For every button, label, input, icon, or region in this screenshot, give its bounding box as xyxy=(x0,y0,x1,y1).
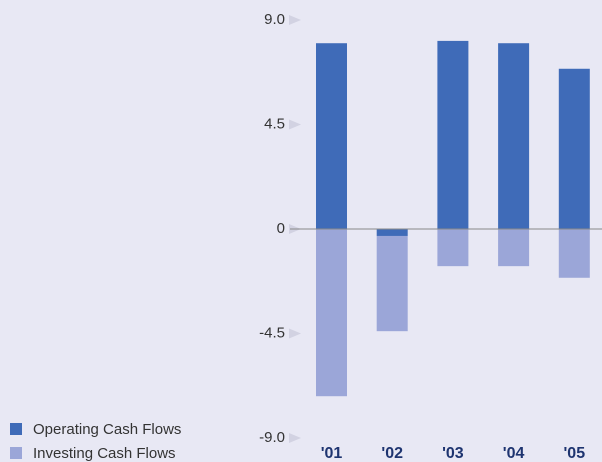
y-tick-label: -9.0 xyxy=(259,429,285,446)
bar xyxy=(498,229,530,267)
bar xyxy=(558,229,590,278)
bar xyxy=(316,229,347,397)
bar xyxy=(437,40,469,230)
y-tick-label: 9.0 xyxy=(264,11,285,28)
tick-mark xyxy=(289,328,301,339)
bar xyxy=(437,229,469,267)
x-tick-label: '03 xyxy=(442,445,464,462)
bar xyxy=(316,43,347,229)
legend-label: Investing Cash Flows xyxy=(33,445,176,462)
x-tick-label: '05 xyxy=(563,445,585,462)
x-tick-label: '04 xyxy=(503,445,525,462)
x-tick-label: '01 xyxy=(321,445,343,462)
tick-mark xyxy=(289,15,301,25)
legend-swatch xyxy=(10,447,22,459)
bar xyxy=(376,235,408,332)
bar xyxy=(498,43,530,229)
bar xyxy=(558,68,590,230)
bar xyxy=(376,229,408,236)
y-tick-label: 4.5 xyxy=(264,115,285,132)
tick-mark xyxy=(289,433,301,443)
y-tick-label: 0 xyxy=(277,220,285,237)
y-tick-label: -4.5 xyxy=(259,324,285,341)
x-tick-label: '02 xyxy=(381,445,403,462)
legend-swatch xyxy=(10,423,22,435)
legend-label: Operating Cash Flows xyxy=(33,421,181,438)
tick-mark xyxy=(289,119,301,130)
